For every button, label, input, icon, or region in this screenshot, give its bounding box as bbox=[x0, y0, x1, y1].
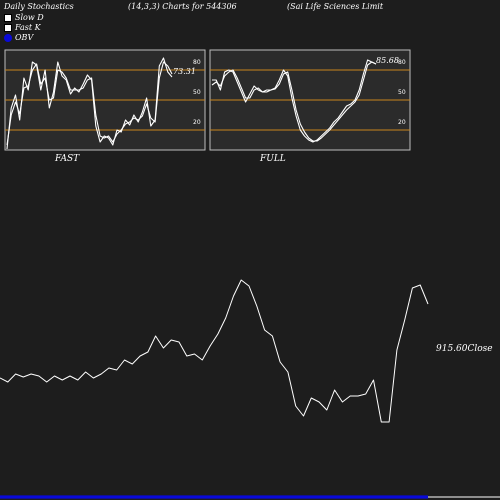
fast-panel-label: FAST bbox=[54, 154, 80, 164]
legend-item-fast-k: Fast K bbox=[4, 23, 41, 32]
fast-line-d bbox=[6, 61, 173, 146]
legend-label: Slow D bbox=[15, 13, 44, 22]
fast-tick-50: 50 bbox=[193, 89, 201, 96]
fast-tick-20: 20 bbox=[193, 119, 201, 126]
full-panel-label: FULL bbox=[259, 154, 286, 164]
full-tick-80: 80 bbox=[398, 59, 406, 66]
legend-label: OBV bbox=[15, 33, 34, 42]
close-price-line bbox=[0, 279, 429, 423]
legend-label: Fast K bbox=[15, 23, 41, 32]
fast-tick-80: 80 bbox=[193, 59, 201, 66]
chart-title: Daily Stochastics bbox=[4, 2, 74, 11]
full-tick-20: 20 bbox=[398, 119, 406, 126]
fast-panel: 80 50 20 73.31 FAST bbox=[4, 49, 206, 164]
company-name: (Sai Life Sciences Limit bbox=[287, 2, 384, 11]
full-line-k bbox=[212, 59, 377, 143]
fast-line-k bbox=[6, 57, 173, 150]
legend-item-slow-d: Slow D bbox=[4, 13, 44, 22]
obv-swatch-icon bbox=[4, 33, 12, 42]
fast-last-value: 73.31 bbox=[173, 67, 196, 76]
fast-k-swatch-icon bbox=[4, 23, 12, 32]
legend-item-obv: OBV bbox=[4, 33, 33, 42]
chart-params: (14,3,3) Charts for 544306 bbox=[128, 2, 237, 11]
full-last-value: 85.68 bbox=[376, 56, 399, 65]
close-value-label: 915.60Close bbox=[436, 344, 493, 354]
series-layer bbox=[0, 57, 429, 499]
full-line-d bbox=[211, 61, 377, 142]
full-panel: 80 50 20 85.68 FULL bbox=[209, 49, 411, 164]
full-tick-50: 50 bbox=[398, 89, 406, 96]
slow-d-swatch-icon bbox=[4, 13, 12, 22]
